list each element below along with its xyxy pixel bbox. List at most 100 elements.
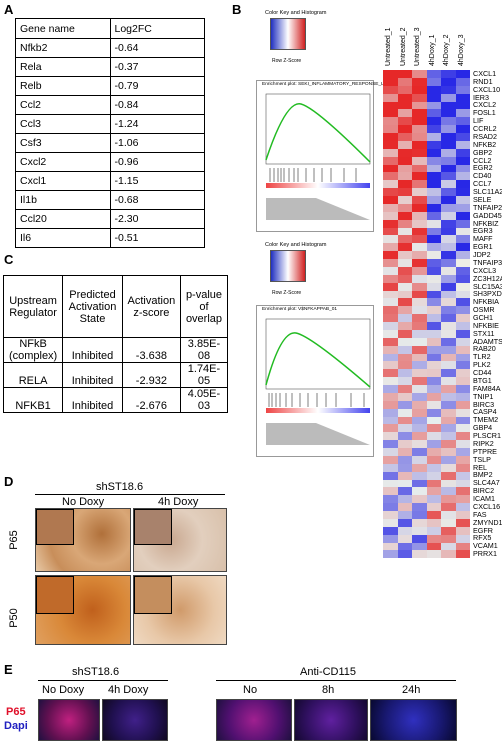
heatmap-cell bbox=[383, 337, 398, 346]
heatmap-cell bbox=[412, 392, 427, 401]
heatmap-cell bbox=[383, 534, 398, 543]
panel-letter: E bbox=[4, 662, 13, 677]
gene-label: ZMYND15 bbox=[473, 517, 502, 527]
heatmap-cell bbox=[455, 385, 470, 393]
heatmap-cell bbox=[412, 369, 427, 378]
heatmap-cell bbox=[383, 448, 398, 456]
heatmap-cell bbox=[383, 219, 398, 228]
heatmap-cell bbox=[383, 133, 398, 141]
gene-label: SLC4A7 bbox=[473, 478, 500, 488]
heatmap-cell bbox=[426, 172, 441, 181]
condition-label: No Doxy bbox=[62, 496, 105, 508]
heatmap-cell bbox=[397, 125, 412, 133]
gene-label: GADD45B bbox=[473, 210, 502, 220]
heatmap-cell bbox=[412, 518, 427, 527]
heatmap-cell bbox=[383, 424, 398, 433]
heatmap-cell bbox=[383, 392, 398, 401]
header-cell: Upstream Regulator bbox=[2, 275, 64, 338]
heatmap-cell bbox=[397, 511, 412, 519]
heatmap-cell bbox=[383, 259, 398, 267]
heatmap-cell bbox=[426, 251, 441, 259]
heatmap-cell bbox=[455, 322, 470, 330]
heatmap-cell bbox=[397, 322, 412, 330]
heatmap-cell bbox=[397, 361, 412, 370]
heatmap-cell bbox=[455, 180, 470, 189]
table-row: Ccl20 -2.30 bbox=[15, 209, 205, 229]
heatmap-cell bbox=[412, 148, 427, 157]
heatmap-cell bbox=[455, 424, 470, 433]
heatmap-cell bbox=[397, 495, 412, 504]
table-cell: Nfkb2 bbox=[15, 38, 111, 58]
heatmap-cell bbox=[412, 117, 427, 126]
if-image bbox=[216, 699, 292, 741]
heatmap bbox=[383, 70, 470, 559]
table-cell: -0.64 bbox=[109, 38, 205, 58]
gene-label: BTG1 bbox=[473, 375, 492, 385]
heatmap-cell bbox=[412, 448, 427, 456]
gene-label: EGR2 bbox=[473, 163, 493, 173]
heatmap-cell bbox=[426, 487, 441, 496]
heatmap-cell bbox=[455, 227, 470, 236]
heatmap-cell bbox=[383, 274, 398, 283]
heatmap-cell bbox=[426, 448, 441, 456]
heatmap-cell bbox=[455, 188, 470, 196]
table-row: Cxcl1 -1.15 bbox=[15, 171, 205, 191]
heatmap-cell bbox=[383, 345, 398, 354]
table-cell: -0.84 bbox=[109, 95, 205, 115]
heatmap-cell bbox=[383, 408, 398, 417]
heatmap-cell bbox=[426, 455, 441, 464]
heatmap-cell bbox=[426, 101, 441, 110]
heatmap-cell bbox=[441, 211, 456, 220]
heatmap-cell bbox=[426, 329, 441, 338]
heatmap-cell bbox=[383, 495, 398, 504]
heatmap-cell bbox=[441, 219, 456, 228]
heatmap-column bbox=[397, 70, 412, 559]
heatmap-cell bbox=[383, 377, 398, 385]
heatmap-cell bbox=[426, 337, 441, 346]
heatmap-cell bbox=[441, 180, 456, 189]
heatmap-cell bbox=[412, 140, 427, 149]
heatmap-cell bbox=[426, 495, 441, 504]
heatmap-cell bbox=[441, 329, 456, 338]
gene-label: PLK2 bbox=[473, 360, 491, 370]
heatmap-cell bbox=[455, 392, 470, 401]
table-cell: Inhibited bbox=[62, 362, 123, 388]
heatmap-cell bbox=[426, 148, 441, 157]
gene-label: CXCL10 bbox=[473, 84, 501, 94]
gene-label: EGR3 bbox=[473, 226, 493, 236]
heatmap-cell bbox=[412, 219, 427, 228]
gene-label: CXCL16 bbox=[473, 501, 501, 511]
heatmap-cell bbox=[441, 117, 456, 126]
heatmap-cell bbox=[455, 432, 470, 441]
heatmap-cell bbox=[455, 495, 470, 504]
gene-label: ICAM1 bbox=[473, 494, 495, 504]
heatmap-cell bbox=[383, 511, 398, 519]
heatmap-cell bbox=[455, 148, 470, 157]
gene-label: CXCL2 bbox=[473, 100, 497, 110]
heatmap-cell bbox=[397, 440, 412, 448]
heatmap-cell bbox=[412, 432, 427, 441]
gene-label: SELE bbox=[473, 194, 492, 204]
heatmap-cell bbox=[426, 290, 441, 299]
header-cell: Log2FC bbox=[109, 18, 205, 39]
heatmap-cell bbox=[397, 188, 412, 196]
heatmap-cell bbox=[412, 550, 427, 559]
heatmap-cell bbox=[441, 93, 456, 102]
panel-letter: D bbox=[4, 474, 14, 489]
heatmap-cell bbox=[383, 526, 398, 535]
heatmap-cell bbox=[426, 243, 441, 252]
heatmap-cell bbox=[441, 125, 456, 133]
heatmap-cell bbox=[397, 408, 412, 417]
heatmap-cell bbox=[397, 274, 412, 283]
table-cell: Rela bbox=[15, 57, 111, 77]
heatmap-cell bbox=[383, 487, 398, 496]
heatmap-cell bbox=[455, 172, 470, 181]
heatmap-cell bbox=[426, 408, 441, 417]
heatmap-cell bbox=[455, 203, 470, 212]
heatmap-cell bbox=[426, 526, 441, 535]
heatmap-cell bbox=[397, 196, 412, 204]
heatmap-cell bbox=[397, 487, 412, 496]
heatmap-cell bbox=[383, 329, 398, 338]
table-cell: -2.30 bbox=[109, 209, 205, 229]
